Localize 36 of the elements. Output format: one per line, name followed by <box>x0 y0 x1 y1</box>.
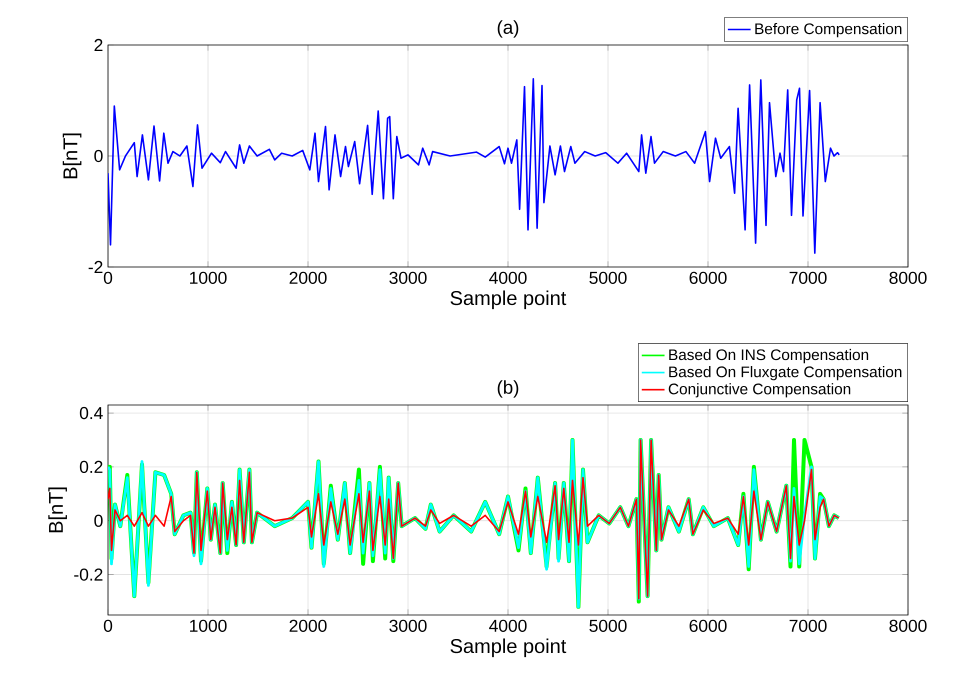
x-tick-label: 8000 <box>889 272 927 284</box>
y-axis-title: B[nT] <box>62 134 82 178</box>
x-tick-label: 4000 <box>489 272 527 284</box>
chart-title: (b) <box>498 380 518 398</box>
x-tick-label: 1000 <box>190 272 227 284</box>
x-tick-label: 0 <box>104 272 112 284</box>
line-series <box>108 78 840 254</box>
legend-label: Before Compensation <box>755 22 902 38</box>
y-tick-label: 2 <box>94 38 102 52</box>
x-tick-label: 6000 <box>690 620 727 632</box>
x-tick-label: 7000 <box>790 620 827 632</box>
x-tick-label: 3000 <box>389 272 427 284</box>
legend-label: Conjunctive Compensation <box>668 383 850 398</box>
x-tick-label: 3000 <box>389 620 427 632</box>
x-tick-label: 2000 <box>290 620 327 632</box>
x-tick-label: 5000 <box>589 620 627 632</box>
x-tick-label: 5000 <box>589 272 627 284</box>
x-tick-label: 8000 <box>889 620 927 632</box>
y-axis-title: B[nT] <box>48 488 67 532</box>
legend-label: Based On Fluxgate Compensation <box>669 366 902 380</box>
x-tick-label: 4000 <box>489 620 527 632</box>
chart-title: (a) <box>498 20 518 38</box>
y-tick-label: 0.2 <box>80 460 102 474</box>
x-axis-title: Sample point <box>450 638 566 658</box>
x-tick-label: 7000 <box>790 272 827 284</box>
x-axis-title: Sample point <box>450 290 566 310</box>
legend-label: Based On INS Compensation <box>669 348 868 364</box>
x-tick-label: 0 <box>104 620 112 632</box>
y-tick-label: -2 <box>88 260 102 274</box>
y-tick-label: 0 <box>94 150 103 162</box>
x-tick-label: 2000 <box>290 272 327 284</box>
y-tick-label: 0.4 <box>80 406 103 420</box>
y-tick-label: 0 <box>94 514 103 527</box>
x-tick-label: 1000 <box>190 620 227 632</box>
y-tick-label: -0.2 <box>74 568 102 581</box>
x-tick-label: 6000 <box>690 272 727 284</box>
